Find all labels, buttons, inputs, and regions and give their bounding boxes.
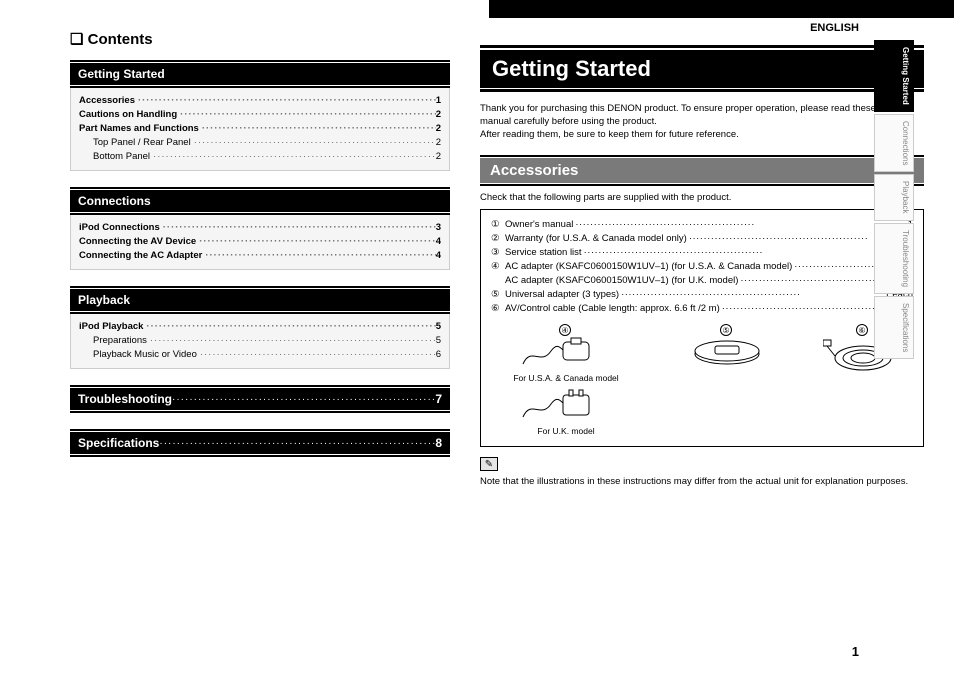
toc-title: Troubleshooting — [78, 392, 172, 406]
side-nav-tabs: Getting Started Connections Playback Tro… — [874, 40, 914, 359]
side-tab-playback[interactable]: Playback — [874, 174, 914, 220]
toc-section: Specifications ·························… — [70, 429, 450, 457]
side-tab-troubleshooting[interactable]: Troubleshooting — [874, 223, 914, 294]
universal-adapter-icon — [687, 336, 767, 370]
toc-row: Preparations····························… — [79, 334, 441, 348]
illus-label: For U.K. model — [491, 426, 641, 436]
accessories-box: ①Owner's manual·························… — [480, 209, 924, 447]
toc-row: Connecting the AV Device················… — [79, 235, 441, 249]
page-title: Getting Started — [480, 50, 924, 88]
toc-row: Playback Music or Video·················… — [79, 348, 441, 362]
illus-num-4: ④ — [559, 324, 571, 336]
toc-row: Part Names and Functions················… — [79, 122, 441, 136]
toc-row: Cautions on Handling····················… — [79, 108, 441, 122]
toc-section: Troubleshooting ························… — [70, 385, 450, 413]
accessories-subtext: Check that the following parts are suppl… — [480, 192, 924, 203]
page-number: 1 — [852, 644, 859, 659]
side-tab-getting-started[interactable]: Getting Started — [874, 40, 914, 112]
note-text: Note that the illustrations in these ins… — [480, 475, 924, 488]
toc-row: Top Panel / Rear Panel··················… — [79, 136, 441, 150]
toc-title: Specifications — [78, 436, 159, 450]
toc-row: Accessories·····························… — [79, 94, 441, 108]
toc-title: Connections — [78, 194, 151, 208]
illus-label: For U.S.A. & Canada model — [491, 373, 641, 383]
toc-title: Getting Started — [78, 67, 165, 81]
accessories-heading: Accessories — [480, 158, 924, 183]
contents-heading: Contents — [70, 30, 450, 48]
toc-row: iPod Playback···························… — [79, 320, 441, 334]
toc-row: Connecting the AC Adapter···············… — [79, 249, 441, 263]
side-tab-connections[interactable]: Connections — [874, 114, 914, 172]
toc-section: Playback iPod Playback··················… — [70, 286, 450, 369]
toc-title: Playback — [78, 293, 130, 307]
toc-row: Bottom Panel····························… — [79, 150, 441, 164]
ac-adapter-usa-icon — [521, 336, 611, 370]
side-tab-specifications[interactable]: Specifications — [874, 296, 914, 359]
language-label: ENGLISH — [810, 22, 859, 34]
toc-row: iPod Connections························… — [79, 221, 441, 235]
intro-text: Thank you for purchasing this DENON prod… — [480, 102, 924, 141]
illus-num-5: ⑤ — [720, 324, 732, 336]
ac-adapter-uk-icon — [521, 389, 611, 423]
toc-section: Connections iPod Connections············… — [70, 187, 450, 270]
illus-num-6: ⑥ — [856, 324, 868, 336]
toc-section: Getting Started Accessories·············… — [70, 60, 450, 171]
note-icon: ✎ — [480, 457, 498, 471]
